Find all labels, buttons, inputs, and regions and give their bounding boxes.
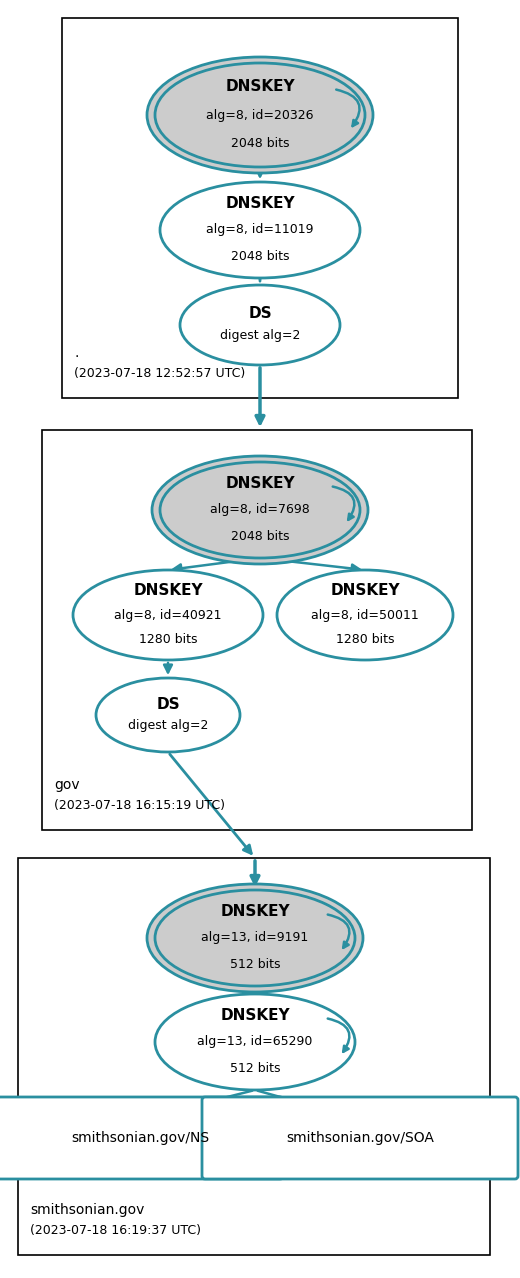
Text: alg=8, id=20326: alg=8, id=20326 [206,109,314,121]
Text: DNSKEY: DNSKEY [220,904,290,919]
Text: DS: DS [248,307,272,322]
Text: DNSKEY: DNSKEY [225,196,295,211]
Ellipse shape [147,884,363,992]
Text: (2023-07-18 16:15:19 UTC): (2023-07-18 16:15:19 UTC) [54,799,225,812]
Text: DNSKEY: DNSKEY [330,583,400,598]
Text: 512 bits: 512 bits [230,1062,280,1075]
Ellipse shape [152,456,368,564]
Text: 2048 bits: 2048 bits [231,250,289,263]
Ellipse shape [73,570,263,659]
Bar [42,429,472,829]
Text: 2048 bits: 2048 bits [231,530,289,543]
Ellipse shape [160,181,360,279]
Ellipse shape [96,679,240,751]
FancyBboxPatch shape [202,1097,518,1180]
Bar [18,858,490,1255]
Text: alg=8, id=40921: alg=8, id=40921 [114,608,222,621]
Ellipse shape [277,570,453,659]
Text: 1280 bits: 1280 bits [139,634,197,647]
FancyArrowPatch shape [328,1019,349,1052]
Text: 1280 bits: 1280 bits [336,634,394,647]
Text: smithsonian.gov: smithsonian.gov [30,1203,145,1217]
Text: alg=8, id=11019: alg=8, id=11019 [206,224,314,236]
Ellipse shape [180,285,340,366]
FancyBboxPatch shape [0,1097,283,1180]
Text: gov: gov [54,778,80,792]
Text: DNSKEY: DNSKEY [133,583,203,598]
Text: 2048 bits: 2048 bits [231,137,289,150]
Text: alg=13, id=9191: alg=13, id=9191 [201,932,309,944]
Bar [62,18,458,397]
Text: digest alg=2: digest alg=2 [128,718,208,732]
FancyArrowPatch shape [336,89,360,127]
Text: DNSKEY: DNSKEY [225,79,295,93]
Text: smithsonian.gov/NS: smithsonian.gov/NS [71,1131,209,1145]
Ellipse shape [147,58,373,173]
Ellipse shape [155,889,355,987]
Text: alg=8, id=7698: alg=8, id=7698 [210,504,310,516]
Text: DNSKEY: DNSKEY [220,1008,290,1024]
Text: alg=8, id=50011: alg=8, id=50011 [311,608,419,621]
FancyArrowPatch shape [333,487,355,520]
Text: digest alg=2: digest alg=2 [220,330,300,343]
Text: .: . [74,346,79,360]
Ellipse shape [155,63,365,167]
Ellipse shape [160,463,360,558]
Text: alg=13, id=65290: alg=13, id=65290 [197,1035,313,1048]
Text: smithsonian.gov/SOA: smithsonian.gov/SOA [286,1131,434,1145]
Text: DS: DS [156,698,180,712]
Text: (2023-07-18 16:19:37 UTC): (2023-07-18 16:19:37 UTC) [30,1224,201,1237]
Text: 512 bits: 512 bits [230,958,280,971]
Text: DNSKEY: DNSKEY [225,477,295,491]
FancyArrowPatch shape [328,915,349,948]
Ellipse shape [155,994,355,1090]
Text: (2023-07-18 12:52:57 UTC): (2023-07-18 12:52:57 UTC) [74,367,245,380]
